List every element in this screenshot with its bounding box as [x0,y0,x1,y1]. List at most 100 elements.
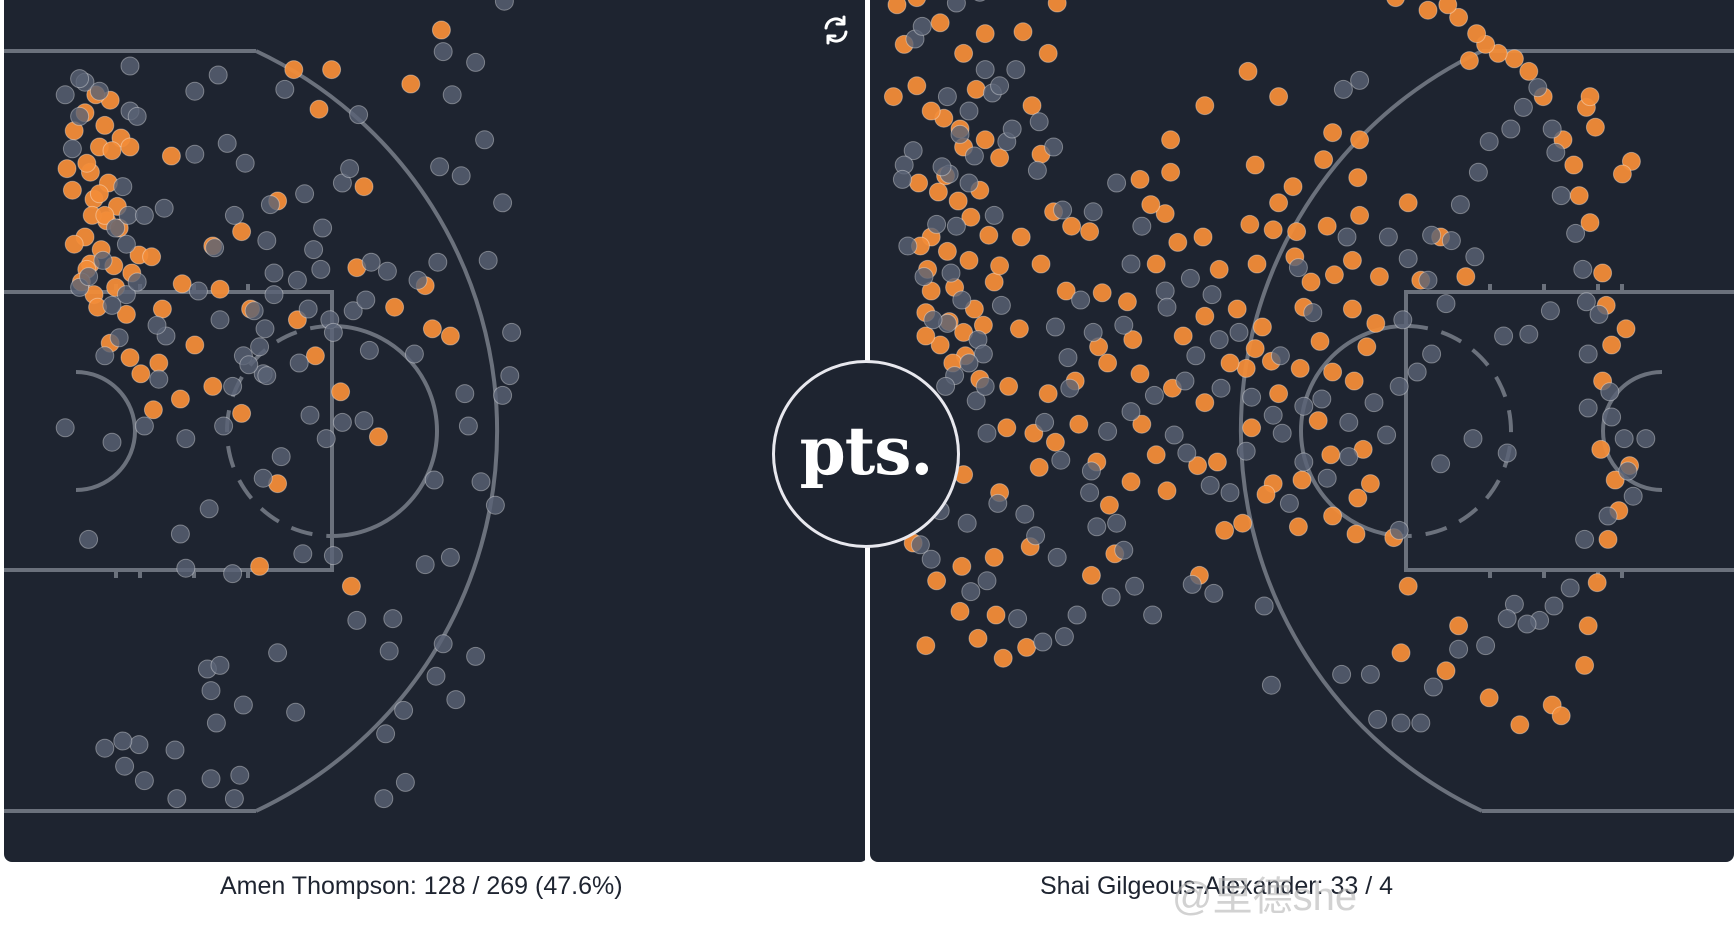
missed-shot-marker [1576,292,1596,312]
missed-shot-marker [201,769,221,789]
missed-shot-marker [1087,517,1107,537]
missed-shot-marker [199,499,219,519]
made-shot-marker [1013,22,1033,42]
missed-shot-marker [1045,317,1065,337]
missed-shot-marker [1544,596,1564,616]
missed-shot-marker [1027,160,1047,180]
missed-shot-marker [340,159,360,179]
missed-shot-marker [1391,713,1411,733]
missed-shot-marker [502,322,522,342]
made-shot-marker [1621,151,1641,171]
missed-shot-marker [1465,247,1485,267]
made-shot-marker [1350,130,1370,150]
missed-shot-marker [1441,231,1461,251]
made-shot-marker [1080,222,1100,242]
made-shot-marker [1130,364,1150,384]
missed-shot-marker [1398,249,1418,269]
made-shot-marker [930,335,950,355]
made-shot-marker [999,376,1019,396]
missed-shot-marker [1294,396,1314,416]
made-shot-marker [95,205,115,225]
missed-shot-marker [1513,97,1533,117]
missed-shot-marker [1008,609,1028,629]
missed-shot-marker [129,735,149,755]
missed-shot-marker [921,549,941,569]
made-shot-marker [131,364,151,384]
missed-shot-marker [1071,290,1091,310]
made-shot-marker [954,43,974,63]
left-caption: Amen Thompson: 128 / 269 (47.6%) [220,872,623,900]
missed-shot-marker [165,740,185,760]
missed-shot-marker [1519,324,1539,344]
made-shot-marker [143,400,163,420]
missed-shot-marker [959,353,979,373]
shot-markers [55,0,522,809]
made-shot-marker [909,173,929,193]
missed-shot-marker [1542,119,1562,139]
made-shot-marker [1099,495,1119,515]
made-shot-marker [1038,43,1058,63]
made-shot-marker [232,403,252,423]
free-throw-arc [1299,324,1407,538]
missed-shot-marker [1573,259,1593,279]
missed-shot-marker [1211,378,1231,398]
made-shot-marker [1357,337,1377,357]
missed-shot-marker [1317,468,1337,488]
watermark: @里德she [1172,875,1358,919]
made-shot-marker [1510,715,1530,735]
made-shot-marker [1551,706,1571,726]
missed-shot-marker [55,418,75,438]
missed-shot-marker [493,193,513,213]
made-shot-marker [172,274,192,294]
made-shot-marker [1323,362,1343,382]
missed-shot-marker [1107,173,1127,193]
made-shot-marker [961,207,981,227]
missed-shot-marker [974,0,986,2]
made-shot-marker [984,547,1004,567]
refresh-icon[interactable] [820,14,852,46]
made-shot-marker [1245,155,1265,175]
missed-shot-marker [332,412,352,432]
made-shot-marker [385,297,405,317]
made-shot-marker [1069,414,1089,434]
missed-shot-marker [127,106,147,126]
missed-shot-marker [1360,664,1380,684]
missed-shot-marker [1422,225,1442,245]
made-shot-marker [1188,456,1208,476]
missed-shot-marker [201,681,221,701]
right-court-chart [870,0,1734,862]
missed-shot-marker [264,285,284,305]
made-shot-marker [1438,0,1458,15]
missed-shot-marker [298,299,318,319]
missed-shot-marker [264,263,284,283]
missed-shot-marker [374,789,394,809]
made-shot-marker [1418,0,1438,20]
missed-shot-marker [500,366,520,386]
missed-shot-marker [1418,270,1438,290]
missed-shot-marker [250,337,270,357]
missed-shot-marker [311,259,331,279]
missed-shot-marker [1002,119,1022,139]
missed-shot-marker [1476,636,1496,656]
made-shot-marker [1146,445,1166,465]
missed-shot-marker [1377,425,1397,445]
made-shot-marker [950,601,970,621]
made-shot-marker [1398,576,1418,596]
missed-shot-marker [1364,393,1384,413]
made-shot-marker [1598,529,1618,549]
made-shot-marker [968,628,988,648]
made-shot-marker [887,0,907,15]
missed-shot-marker [1578,344,1598,364]
missed-shot-marker [1035,412,1055,432]
missed-shot-marker [1411,713,1431,733]
missed-shot-marker [957,513,977,533]
missed-shot-marker [253,468,273,488]
missed-shot-marker [1578,398,1598,418]
missed-shot-marker [466,52,486,72]
made-shot-marker [1269,384,1289,404]
made-shot-marker [1386,0,1405,8]
missed-shot-marker [446,690,466,710]
missed-shot-marker [1332,664,1352,684]
missed-shot-marker [1450,195,1470,215]
paint-lane [4,290,334,572]
